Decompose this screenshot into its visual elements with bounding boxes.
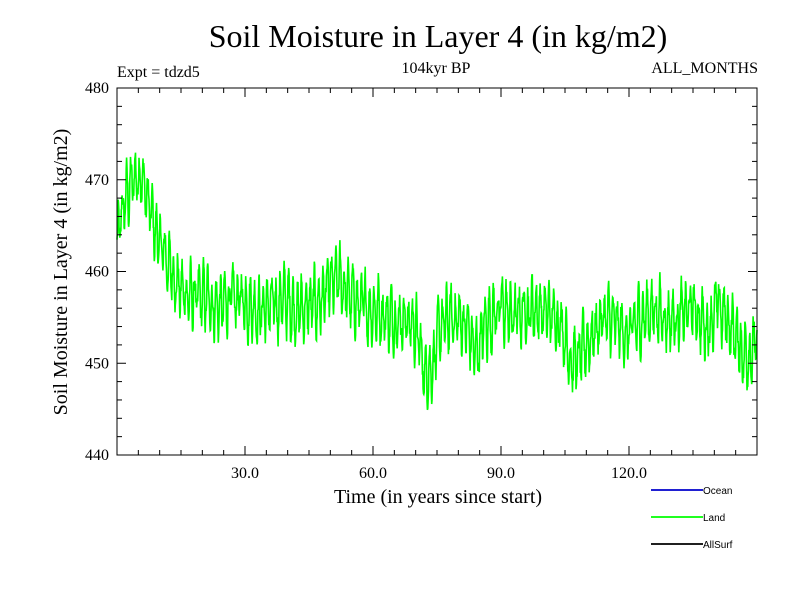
x-tick-label: 60.0 [359,465,387,482]
legend-label: AllSurf [703,540,733,551]
legend-label: Land [703,513,725,524]
legend: Ocean Land AllSurf [651,486,733,551]
legend-item-ocean: Ocean [651,486,732,497]
axes-layer: 30.0 60.0 90.0 120.0 440 450 460 470 480 [85,80,758,482]
legend-item-land: Land [651,513,725,524]
x-tick-label: 30.0 [231,465,259,482]
y-tick-label: 480 [85,80,109,97]
x-tick-label: 120.0 [611,465,647,482]
series-layer [116,152,758,411]
subtitle-right: ALL_MONTHS [651,60,758,77]
subtitle-left: Expt = tdzd5 [117,64,200,81]
legend-item-allsurf: AllSurf [651,540,733,551]
legend-label: Ocean [703,486,732,497]
chart-title: Soil Moisture in Layer 4 (in kg/m2) [209,18,668,54]
y-tick-label: 450 [85,355,109,372]
y-axis-label: Soil Moisture in Layer 4 (in kg/m2) [50,129,72,416]
plot-frame [116,87,758,456]
series-line-land [116,152,758,411]
x-axis-label: Time (in years since start) [334,486,542,508]
subtitle-center: 104kyr BP [402,60,471,77]
y-tick-label: 440 [85,447,109,464]
x-tick-label: 90.0 [487,465,515,482]
y-tick-label: 460 [85,264,109,281]
y-tick-label: 470 [85,172,109,189]
